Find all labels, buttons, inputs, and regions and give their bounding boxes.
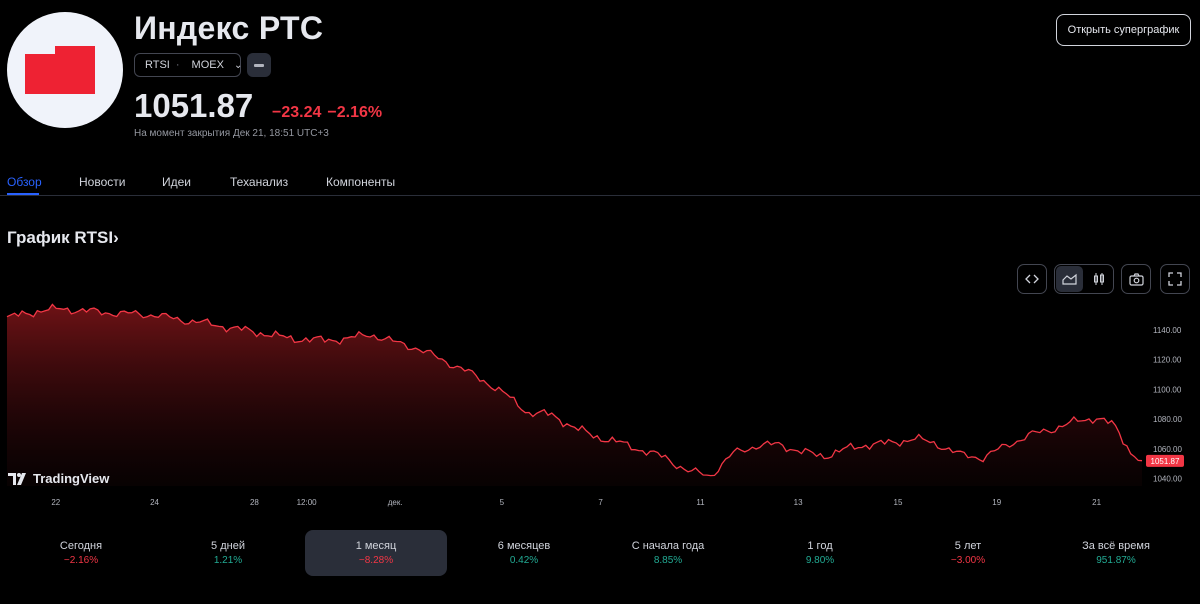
chart-style-toggle <box>1054 264 1114 294</box>
last-price: 1051.87 <box>134 87 254 124</box>
x-tick-label: 7 <box>598 498 603 507</box>
tab-overview[interactable]: Обзор <box>7 175 42 189</box>
period-value: 9.80% <box>805 555 835 566</box>
x-tick-label: 15 <box>894 498 903 507</box>
period-label: За всё время <box>1082 540 1150 552</box>
area-chart-icon <box>1062 273 1077 285</box>
period-value: −2.16% <box>63 555 99 566</box>
fullscreen-icon <box>1168 272 1182 286</box>
period-value: 951.87% <box>1096 555 1136 566</box>
price-change: −23.24 −2.16% <box>272 104 388 122</box>
change-percent: −2.16% <box>327 104 383 121</box>
y-tick-label: 1060.00 <box>1153 445 1182 454</box>
area-chart-button[interactable] <box>1056 266 1083 292</box>
chart-section-title[interactable]: График RTSI› <box>7 228 119 247</box>
camera-icon <box>1128 272 1144 286</box>
period-1-year[interactable]: 1 год 9.80% <box>749 530 891 576</box>
period-1-month[interactable]: 1 месяц −8.28% <box>305 530 447 576</box>
period-value: −3.00% <box>950 555 986 566</box>
tab-components[interactable]: Компоненты <box>326 175 396 189</box>
x-tick-label: дек. <box>388 498 403 507</box>
period-today[interactable]: Сегодня −2.16% <box>10 530 152 576</box>
period-5-days[interactable]: 5 дней 1.21% <box>157 530 299 576</box>
y-tick-label: 1120.00 <box>1153 356 1182 365</box>
period-label: 5 дней <box>211 540 245 552</box>
y-tick-label: 1140.00 <box>1153 326 1182 335</box>
candles-icon <box>1093 273 1104 285</box>
code-icon <box>1025 274 1039 284</box>
period-value: 0.42% <box>509 555 539 566</box>
embed-code-button[interactable] <box>1017 264 1047 294</box>
x-tick-label: 28 <box>250 498 259 507</box>
x-tick-label: 11 <box>696 498 705 507</box>
x-tick-label: 5 <box>500 498 505 507</box>
exchange-name: MOEX <box>191 59 224 71</box>
period-6-months[interactable]: 6 месяцев 0.42% <box>453 530 595 576</box>
tab-bar: Обзор Новости Идеи Теханализ Компоненты <box>0 168 1200 196</box>
index-logo <box>7 12 123 128</box>
period-label: 5 лет <box>954 540 982 552</box>
x-tick-label: 19 <box>992 498 1001 507</box>
period-value: 1.21% <box>213 555 243 566</box>
ticker-selector[interactable]: RTSI · MOEX ⌄ <box>134 53 243 77</box>
period-value: −8.28% <box>358 555 394 566</box>
period-label: 6 месяцев <box>497 540 551 552</box>
tab-ideas[interactable]: Идеи <box>162 175 192 189</box>
period-label: 1 год <box>807 540 833 552</box>
active-tab-indicator <box>7 193 39 195</box>
open-supergraph-button[interactable]: Открыть суперграфик <box>1056 14 1191 46</box>
x-tick-label: 21 <box>1092 498 1101 507</box>
tradingview-watermark[interactable]: TradingView <box>8 471 109 486</box>
market-closed-note: На момент закрытия Дек 21, 18:51 UTC+3 <box>134 128 329 139</box>
change-absolute: −23.24 <box>272 104 322 121</box>
y-tick-label: 1080.00 <box>1153 415 1182 424</box>
logo-flag-icon <box>25 46 95 94</box>
x-tick-label: 24 <box>150 498 159 507</box>
period-label: С начала года <box>631 540 705 552</box>
period-label: 1 месяц <box>355 540 397 552</box>
market-status-button[interactable] <box>247 53 271 77</box>
tradingview-label: TradingView <box>33 471 110 486</box>
tab-news[interactable]: Новости <box>79 175 126 189</box>
chevron-down-icon: ⌄ <box>233 59 243 71</box>
separator-dot: · <box>175 59 180 71</box>
price-area-fill <box>7 304 1142 486</box>
price-line <box>6 303 1143 477</box>
period-performance-bar: Сегодня −2.16% 5 дней 1.21% 1 месяц −8.2… <box>0 530 1200 576</box>
period-all-time[interactable]: За всё время 951.87% <box>1045 530 1187 576</box>
y-tick-label: 1100.00 <box>1153 385 1182 394</box>
y-tick-label: 1040.00 <box>1153 475 1182 484</box>
ticker-symbol: RTSI <box>145 59 170 71</box>
x-tick-label: 13 <box>794 498 803 507</box>
period-ytd[interactable]: С начала года 8.85% <box>597 530 739 576</box>
page-title: Индекс РТС <box>134 10 324 46</box>
period-5-years[interactable]: 5 лет −3.00% <box>897 530 1039 576</box>
price-chart[interactable]: 1140.00 1120.00 1100.00 1080.00 1060.00 1040.… <box>0 300 1200 515</box>
snapshot-button[interactable] <box>1121 264 1151 294</box>
period-value: 8.85% <box>653 555 683 566</box>
last-price-badge-label: 1051.87 <box>1151 457 1180 466</box>
x-tick-label: 22 <box>51 498 60 507</box>
minus-icon <box>254 64 264 67</box>
last-price-badge <box>1146 454 1184 467</box>
period-label: Сегодня <box>59 540 103 552</box>
fullscreen-button[interactable] <box>1160 264 1190 294</box>
tab-technicals[interactable]: Теханализ <box>230 175 289 189</box>
candles-chart-button[interactable] <box>1085 266 1112 292</box>
x-tick-label: 12:00 <box>297 498 318 507</box>
tradingview-logo-icon <box>8 472 26 485</box>
